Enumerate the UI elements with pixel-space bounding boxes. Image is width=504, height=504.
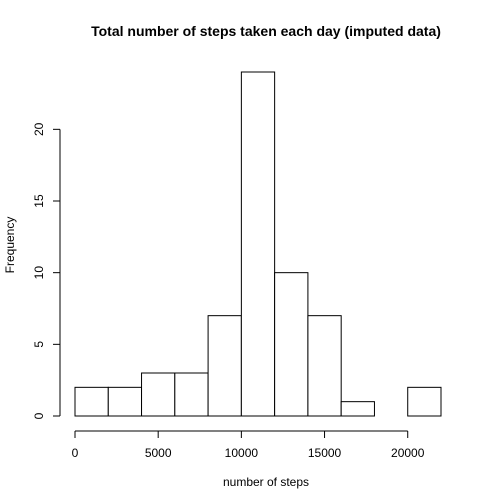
y-axis: 0 5 10 15 20: [32, 122, 61, 419]
histogram-bar: [141, 372, 176, 417]
chart-title: Total number of steps taken each day (im…: [91, 23, 441, 39]
histogram-bar: [174, 372, 209, 417]
x-tick-label: 20000: [391, 446, 425, 460]
y-tick-label: 15: [32, 194, 46, 208]
y-tick-label: 0: [32, 412, 46, 419]
y-axis-label: Frequency: [3, 217, 17, 274]
x-axis: 0 5000 10000 15000 20000: [72, 430, 425, 460]
x-tick-label: 10000: [225, 446, 259, 460]
histogram-bar: [340, 401, 375, 417]
x-tick-label: 0: [72, 446, 79, 460]
histogram-bar: [274, 272, 309, 417]
histogram-bar: [107, 386, 143, 417]
histogram-bar: [407, 386, 442, 417]
x-tick-label: 5000: [145, 446, 172, 460]
y-tick-label: 20: [32, 122, 46, 136]
histogram-bar: [307, 315, 342, 417]
histogram-bar: [207, 315, 242, 417]
histogram-bar: [74, 386, 109, 417]
y-tick-label: 5: [32, 341, 46, 348]
x-tick-label: 15000: [308, 446, 342, 460]
x-axis-label: number of steps: [223, 475, 309, 489]
y-tick-label: 10: [32, 266, 46, 280]
histogram-bar: [240, 71, 276, 417]
bars-group: [74, 71, 442, 417]
